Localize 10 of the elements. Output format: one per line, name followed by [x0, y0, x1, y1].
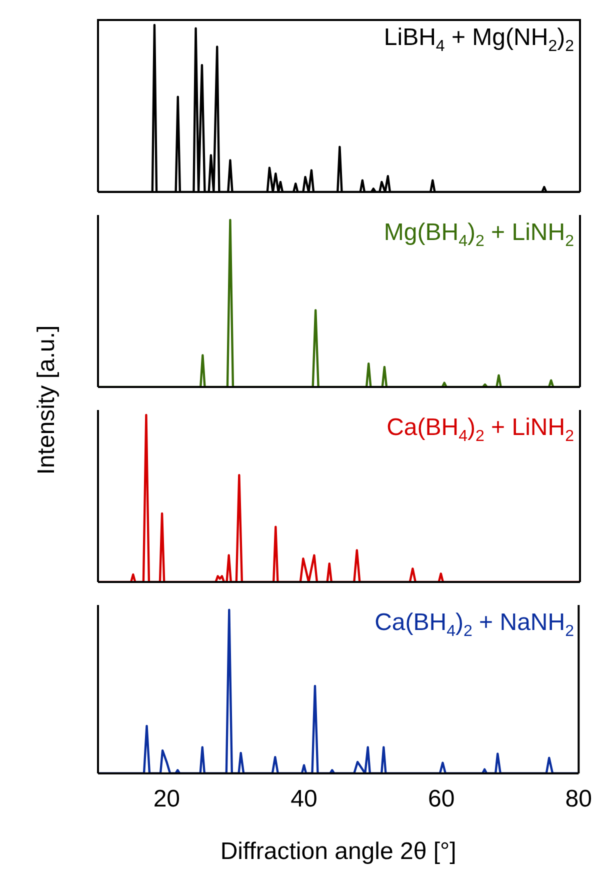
- text: Mg(BH$_{4}$)$_{2}$ + LiNH$_{2}$: [384, 219, 574, 251]
- x-tick-label: 40: [290, 785, 318, 812]
- x-tick-label: 60: [428, 785, 455, 812]
- x-axis-title: Diffraction angle 2θ [°]: [220, 838, 456, 866]
- text: Ca(BH$_{4}$)$_{2}$ + LiNH$_{2}$: [386, 414, 574, 446]
- text: LiBH$_{4}$ + Mg(NH$_{2}$)$_{2}$: [384, 24, 574, 56]
- x-tick-label: 20: [153, 785, 180, 812]
- y-axis-title: Intensity [a.u.]: [33, 325, 61, 475]
- x-tick-label: 80: [565, 785, 592, 812]
- text: Ca(BH$_{4}$)$_{2}$ + NaNH$_{2}$: [374, 609, 574, 641]
